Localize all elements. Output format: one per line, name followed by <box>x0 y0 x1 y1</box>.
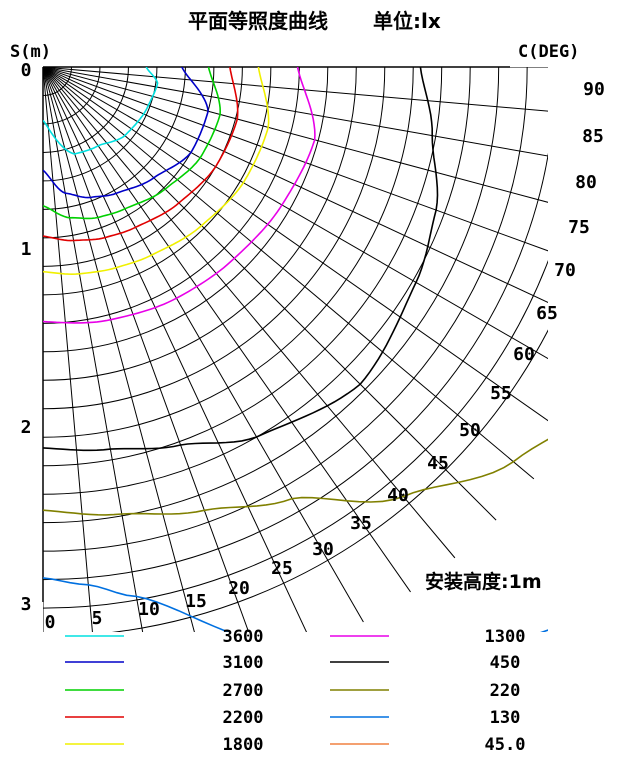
c-tick-label: 20 <box>228 578 250 599</box>
c-tick-label: 90 <box>583 79 605 100</box>
legend-item: 220 <box>330 681 520 701</box>
legend-item: 2700 <box>65 681 263 701</box>
isolux-curve-130 <box>43 577 548 632</box>
grid-arc-9 <box>43 67 300 324</box>
legend: 3600 3100 2700 2200 1800 1300 450 220 130 45.0 <box>65 627 525 755</box>
grid-radial-70 <box>43 67 548 252</box>
grid-radial-45 <box>43 67 497 521</box>
grid-radial-20 <box>43 67 250 632</box>
legend-item: 1300 <box>330 627 525 647</box>
c-tick-label: 50 <box>459 420 481 441</box>
c-tick-label: 70 <box>554 260 576 281</box>
grid-radial-10 <box>43 67 144 632</box>
grid-arc-15 <box>43 67 471 495</box>
unit-label: 单位:lx <box>373 9 441 33</box>
s-tick-label: 2 <box>21 417 32 438</box>
grid-radial-35 <box>43 67 411 593</box>
grid-radial-55 <box>43 67 548 422</box>
grid-radial-30 <box>43 67 364 623</box>
grid-radial-60 <box>43 67 548 360</box>
c-tick-label: 25 <box>271 558 293 579</box>
legend-label: 3100 <box>223 653 264 673</box>
grid-radial-80 <box>43 67 548 157</box>
grid-radial-85 <box>43 67 548 112</box>
isolux-curve-1800 <box>43 67 270 276</box>
legend-item: 3600 <box>65 627 263 647</box>
c-axis-label: C(DEG) <box>518 42 579 62</box>
c-tick-label: 5 <box>92 608 103 629</box>
legend-label: 1800 <box>223 735 264 755</box>
s-tick-label: 1 <box>21 239 32 260</box>
isolux-curve-1300 <box>43 67 316 324</box>
c-tick-label: 35 <box>350 513 372 534</box>
grid-radial-25 <box>43 67 308 632</box>
grid-arc-14 <box>43 67 443 467</box>
chart-title: 平面等照度曲线 <box>188 9 328 33</box>
legend-label: 2700 <box>223 681 264 701</box>
grid-arc-12 <box>43 67 386 410</box>
grid-arc-5 <box>43 67 186 210</box>
grid-arc-13 <box>43 67 414 438</box>
legend-item: 130 <box>330 708 520 728</box>
c-tick-label: 30 <box>312 539 334 560</box>
legend-item: 2200 <box>65 708 263 728</box>
legend-item: 45.0 <box>330 735 525 755</box>
c-tick-label: 10 <box>138 599 160 620</box>
mount-height-label: 安装高度:1m <box>425 570 542 593</box>
grid-arc-17 <box>43 67 528 552</box>
c-tick-label: 85 <box>582 126 604 147</box>
isolux-curve-3100 <box>43 67 209 199</box>
legend-label: 450 <box>490 653 521 673</box>
c-tick-label: 15 <box>185 591 207 612</box>
curves-clipped <box>43 67 548 632</box>
c-tick-label: 0 <box>45 612 56 633</box>
grid-arc-3 <box>43 67 129 153</box>
s-axis-label: S(m) <box>10 42 51 62</box>
grid-arc-11 <box>43 67 357 381</box>
s-tick-label: 0 <box>21 60 32 81</box>
isolux-curves <box>43 67 548 632</box>
legend-item: 1800 <box>65 735 263 755</box>
grid-arc-6 <box>43 67 215 239</box>
s-tick-label: 3 <box>21 594 32 615</box>
c-tick-label: 45 <box>427 453 449 474</box>
grid-arc-18 <box>43 151 548 581</box>
legend-item: 450 <box>330 653 520 673</box>
grid-lines <box>43 67 548 632</box>
legend-label: 220 <box>490 681 521 701</box>
legend-label: 3600 <box>223 627 264 647</box>
isolux-curve-2200 <box>43 67 239 242</box>
grid-arc-1 <box>43 67 72 96</box>
grid-arc-10 <box>43 67 329 353</box>
grid-radial-75 <box>43 67 548 203</box>
isolux-curve-450 <box>43 67 439 452</box>
legend-item: 3100 <box>65 653 263 673</box>
c-tick-label: 80 <box>575 172 597 193</box>
isolux-curve-220 <box>43 438 548 516</box>
grid-arc-2 <box>43 67 101 125</box>
c-tick-label: 60 <box>513 344 535 365</box>
grid-arc-16 <box>43 67 500 524</box>
grid-arc-19 <box>43 259 548 609</box>
grid-arc-8 <box>43 67 272 296</box>
legend-label: 130 <box>490 708 521 728</box>
isolux-curve-3600 <box>43 67 159 155</box>
grid-radial-40 <box>43 67 456 559</box>
c-tick-label: 65 <box>536 303 558 324</box>
legend-label: 1300 <box>485 627 526 647</box>
polar-grid <box>42 66 548 632</box>
isolux-curve-2700 <box>43 67 222 220</box>
grid-radial-5 <box>43 67 93 632</box>
grid-arc-20 <box>110 329 548 632</box>
grid-radial-15 <box>43 67 195 632</box>
grid-radial-65 <box>43 67 548 304</box>
c-tick-label: 55 <box>490 383 512 404</box>
legend-label: 2200 <box>223 708 264 728</box>
c-tick-label: 40 <box>387 485 409 506</box>
c-tick-label: 75 <box>568 217 590 238</box>
legend-label: 45.0 <box>485 735 526 755</box>
